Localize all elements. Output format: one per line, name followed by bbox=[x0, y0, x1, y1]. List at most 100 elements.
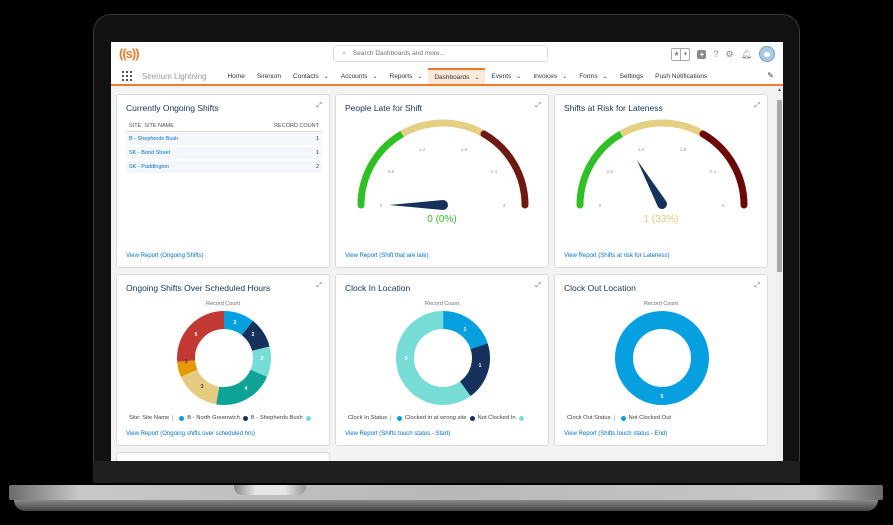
expand-icon[interactable]: ⤢ bbox=[535, 282, 541, 289]
gauge-chart: 0 0.6 1.2 1.8 2.4 3 bbox=[576, 119, 748, 209]
legend-item[interactable]: B - North Greenwich bbox=[187, 415, 240, 421]
gauge-chart: 0 0.6 1.2 1.8 2.4 3 bbox=[357, 119, 529, 210]
help-icon[interactable]: ? bbox=[713, 49, 719, 59]
card-title: Clock Out Location bbox=[564, 283, 636, 293]
svg-text:0.6: 0.6 bbox=[388, 169, 395, 174]
nav-item-home[interactable]: Home bbox=[227, 72, 245, 80]
chevron-down-icon[interactable]: ⌄ bbox=[562, 73, 568, 80]
nav-item-sirenum[interactable]: Sirenum bbox=[256, 72, 282, 80]
chevron-down-icon[interactable]: ⌄ bbox=[474, 74, 480, 81]
svg-text:3: 3 bbox=[405, 356, 408, 362]
laptop-base-bottom bbox=[14, 500, 878, 511]
chevron-down-icon[interactable]: ⌄ bbox=[516, 73, 522, 80]
svg-text:1.2: 1.2 bbox=[419, 147, 426, 152]
card-title: Currently Ongoing Shifts bbox=[126, 103, 219, 113]
legend-item[interactable]: Not Clocked Out bbox=[628, 415, 672, 421]
search-placeholder: Search Dashboards and more... bbox=[352, 50, 446, 57]
table-header: SITE: SITE NAME RECORD COUNT bbox=[126, 121, 322, 132]
favorites-button[interactable]: ★ ▾ bbox=[671, 47, 691, 61]
nav-item-contacts[interactable]: Contacts ⌄ bbox=[293, 72, 329, 80]
svg-text:1: 1 bbox=[185, 359, 188, 365]
svg-text:3: 3 bbox=[722, 203, 725, 208]
page-scrollbar[interactable]: ▲ bbox=[776, 86, 783, 461]
scrollbar-thumb[interactable] bbox=[777, 100, 782, 272]
notifications-bell-icon[interactable]: 🔔︎ bbox=[740, 48, 752, 59]
app-name: Sirenum Lightning bbox=[142, 71, 207, 81]
nav-item-settings[interactable]: Settings bbox=[619, 72, 644, 80]
dashboard-body: Currently Ongoing Shifts ⤢ SITE: SITE NA… bbox=[111, 86, 776, 461]
card-partial bbox=[116, 452, 330, 461]
search-icon: ⌕ bbox=[342, 49, 346, 57]
svg-text:1: 1 bbox=[479, 363, 482, 369]
svg-text:1: 1 bbox=[464, 327, 467, 333]
view-report-link[interactable]: View Report (Shifts touch status - Start… bbox=[345, 431, 451, 437]
card-ongoing-shifts: Currently Ongoing Shifts ⤢ SITE: SITE NA… bbox=[116, 94, 330, 268]
expand-icon[interactable]: ⤢ bbox=[754, 282, 760, 289]
nav-item-reports[interactable]: Reports ⌄ bbox=[389, 72, 423, 80]
svg-text:1.2: 1.2 bbox=[638, 147, 645, 152]
view-report-link[interactable]: View Report (Shift that are late) bbox=[345, 253, 429, 259]
expand-icon[interactable]: ⤢ bbox=[316, 102, 322, 109]
favorites-star-icon[interactable]: ★ bbox=[673, 48, 682, 60]
chevron-down-icon[interactable]: ⌄ bbox=[372, 73, 378, 80]
chevron-down-icon[interactable]: ⌄ bbox=[602, 73, 608, 80]
card-title: Clock In Location bbox=[345, 283, 411, 293]
card-title: Shifts at Risk for Lateness bbox=[564, 103, 663, 113]
table-row[interactable]: B - Shepherds Bush 1 bbox=[126, 133, 322, 146]
svg-text:2: 2 bbox=[252, 332, 255, 338]
global-header: ((s)) ⌕ Search Dashboards and more... ★ … bbox=[111, 42, 783, 68]
legend-item[interactable]: B - Shepherds Bush bbox=[250, 415, 303, 421]
laptop-base bbox=[9, 485, 883, 500]
card-people-late: People Late for Shift ⤢ 0 0.6 1.2 1.8 2.4 3 0… bbox=[335, 94, 549, 268]
setup-gear-icon[interactable]: ⚙ bbox=[725, 48, 734, 59]
expand-icon[interactable]: ⤢ bbox=[316, 282, 322, 289]
donut-chart: 2 2 2 4 3 1 5 bbox=[177, 311, 271, 405]
legend-item[interactable]: Clocked in at wrong site bbox=[405, 415, 467, 421]
svg-text:2: 2 bbox=[234, 320, 237, 326]
screen: ((s)) ⌕ Search Dashboards and more... ★ … bbox=[111, 42, 783, 461]
nav-item-events[interactable]: Events ⌄ bbox=[491, 72, 522, 80]
svg-text:5: 5 bbox=[195, 332, 198, 338]
global-add-icon[interactable]: + bbox=[697, 49, 707, 59]
table-row[interactable]: SK - Bond Street 1 bbox=[126, 147, 322, 160]
expand-icon[interactable]: ⤢ bbox=[535, 102, 541, 109]
laptop-notch bbox=[234, 485, 306, 495]
view-report-link[interactable]: View Report (Ongoing shifts over schedul… bbox=[126, 431, 255, 437]
sirenum-logo: ((s)) bbox=[119, 46, 140, 61]
ongoing-shifts-table: SITE: SITE NAME RECORD COUNT B - Shepherd… bbox=[126, 121, 322, 174]
svg-text:0.6: 0.6 bbox=[607, 169, 614, 174]
view-report-link[interactable]: View Report (Shifts at risk for Lateness… bbox=[564, 253, 670, 259]
nav-item-invoices[interactable]: Invoices ⌄ bbox=[533, 72, 568, 80]
nav-item-forms[interactable]: Forms ⌄ bbox=[579, 72, 608, 80]
svg-text:2: 2 bbox=[261, 356, 264, 362]
card-over-scheduled-hours: Ongoing Shifts Over Scheduled Hours ⤢ Re… bbox=[116, 274, 330, 446]
view-report-link[interactable]: View Report (Shifts touch status - End) bbox=[564, 431, 668, 437]
user-avatar[interactable] bbox=[759, 46, 775, 62]
chart-legend: Clock In Status Clocked in at wrong site… bbox=[336, 415, 560, 421]
card-clock-in-location: Clock In Location ⤢ Record Count 1 1 3 Clo… bbox=[335, 274, 549, 446]
svg-text:0: 0 bbox=[599, 203, 602, 208]
edit-nav-icon[interactable]: ✎ bbox=[767, 71, 774, 80]
svg-text:4: 4 bbox=[245, 386, 248, 392]
header-icons: ★ ▾ + ? ⚙ 🔔︎ bbox=[671, 46, 775, 62]
chevron-down-icon[interactable]: ⌄ bbox=[417, 73, 423, 80]
view-report-link[interactable]: View Report (Ongoing Shifts) bbox=[126, 253, 204, 259]
scroll-up-icon[interactable]: ▲ bbox=[777, 87, 782, 93]
expand-icon[interactable]: ⤢ bbox=[754, 102, 760, 109]
donut-chart: 1 1 3 bbox=[396, 311, 490, 405]
measure-label: Record Count bbox=[425, 301, 459, 307]
table-row[interactable]: SK - Paddington 2 bbox=[126, 161, 322, 174]
nav-item-dashboards[interactable]: Dashboards ⌄ bbox=[428, 68, 486, 84]
gauge-value: 1 (33%) bbox=[643, 214, 679, 225]
svg-text:1.8: 1.8 bbox=[461, 147, 468, 152]
app-launcher-icon[interactable] bbox=[122, 71, 132, 81]
nav-item-accounts[interactable]: Accounts ⌄ bbox=[340, 72, 378, 80]
nav-item-push-notifications[interactable]: Push Notifications bbox=[655, 72, 708, 80]
legend-item[interactable]: Not Clocked In bbox=[477, 415, 516, 421]
favorites-dropdown-icon[interactable]: ▾ bbox=[683, 50, 688, 58]
card-title: Ongoing Shifts Over Scheduled Hours bbox=[126, 283, 271, 293]
chart-legend: Clock Out Status Not Clocked Out bbox=[567, 415, 672, 421]
global-search-input[interactable]: ⌕ Search Dashboards and more... bbox=[333, 45, 548, 62]
svg-text:5: 5 bbox=[661, 394, 664, 400]
chevron-down-icon[interactable]: ⌄ bbox=[323, 73, 329, 80]
